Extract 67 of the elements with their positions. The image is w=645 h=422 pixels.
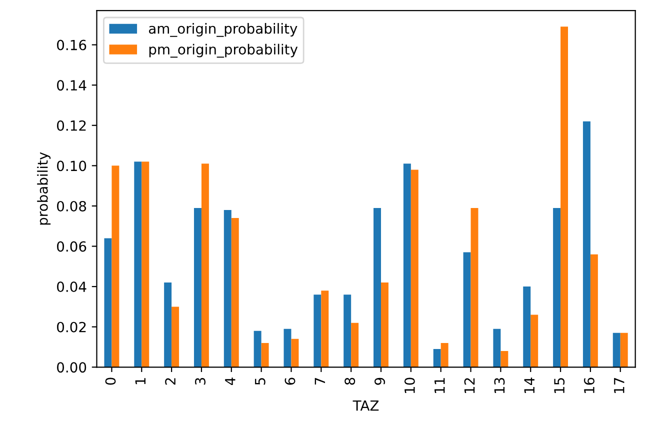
y-tick-label: 0.08 — [57, 200, 86, 212]
x-tick-label: 3 — [194, 378, 206, 385]
x-tick-label: 10 — [404, 378, 415, 394]
x-tick-label: 8 — [344, 378, 356, 385]
bar — [590, 254, 598, 368]
bar — [381, 282, 388, 368]
y-tick-label: 0.04 — [57, 282, 86, 292]
bar — [104, 238, 112, 368]
bar — [172, 306, 180, 368]
y-axis-title: probability — [37, 152, 51, 225]
x-tick-label: 14 — [524, 378, 534, 394]
bar — [500, 351, 508, 368]
x-tick-label: 2 — [165, 378, 176, 385]
x-tick-label: 13 — [494, 378, 505, 394]
y-tick-label: 0.06 — [57, 241, 86, 252]
bar — [440, 342, 448, 368]
bar — [291, 338, 299, 368]
bar — [134, 162, 142, 368]
legend-label: am_origin_probability — [148, 23, 298, 37]
x-tick-label: 12 — [464, 378, 475, 394]
bar — [112, 166, 120, 368]
x-tick-label: 9 — [374, 378, 386, 385]
x-tick-label: 16 — [584, 378, 594, 394]
x-tick-label: 7 — [314, 378, 325, 385]
x-tick-label: 4 — [225, 378, 236, 386]
bar — [523, 286, 531, 368]
bar — [344, 294, 352, 368]
bar — [530, 314, 538, 368]
bar — [560, 26, 568, 368]
bar — [224, 210, 232, 368]
bar — [612, 332, 620, 368]
bar — [321, 290, 329, 368]
bar — [582, 121, 590, 368]
y-tick-label: 0.14 — [57, 80, 86, 91]
bar — [410, 170, 418, 368]
bar — [553, 208, 561, 368]
bar — [493, 328, 501, 368]
y-tick-label: 0.02 — [57, 322, 86, 332]
bar — [620, 332, 628, 368]
x-tick-label: 15 — [554, 378, 565, 394]
legend-label: pm_origin_probability — [149, 44, 298, 58]
bar — [374, 208, 381, 368]
bar — [463, 252, 471, 368]
bar — [403, 164, 411, 368]
y-tick-label: 0.12 — [57, 120, 86, 131]
bar — [314, 294, 322, 368]
bar — [254, 330, 262, 368]
bar — [164, 282, 172, 368]
bar — [201, 164, 209, 368]
bar — [351, 322, 359, 368]
x-tick-label: 6 — [284, 378, 296, 385]
bar — [470, 208, 478, 368]
bar — [261, 342, 269, 368]
bar — [433, 349, 441, 368]
bar — [284, 328, 292, 368]
bar — [194, 208, 202, 368]
y-tick-label: 0.10 — [57, 160, 86, 172]
bar — [231, 218, 239, 368]
x-tick-label: 1 — [135, 378, 146, 384]
x-axis-title: TAZ — [352, 400, 379, 411]
x-tick-label: 11 — [434, 378, 445, 394]
x-tick-label: 5 — [255, 378, 266, 385]
x-tick-label: 17 — [614, 378, 624, 394]
x-tick-label: 0 — [105, 378, 116, 385]
bar — [142, 162, 150, 368]
y-tick-label: 0.16 — [57, 40, 86, 50]
y-tick-label: 0.00 — [57, 362, 86, 373]
